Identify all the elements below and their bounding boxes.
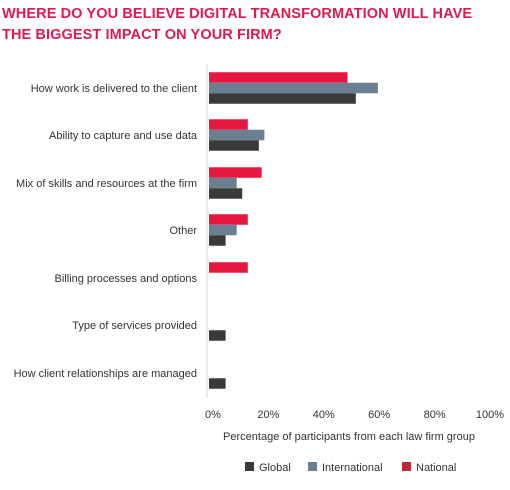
bar-national: [209, 72, 348, 83]
x-tick-label: 40%: [313, 409, 335, 421]
bar-global: [209, 140, 259, 151]
bar-global: [209, 378, 226, 389]
x-tick-label: 60%: [368, 409, 390, 421]
bar-national: [209, 167, 262, 178]
x-axis-label: Percentage of participants from each law…: [223, 431, 475, 443]
bar-international: [209, 224, 237, 236]
x-tick-label: 20%: [257, 409, 279, 421]
category-label: How client relationships are managed: [14, 368, 197, 380]
category-label: Ability to capture and use data: [49, 130, 198, 142]
legend-swatch: [245, 462, 254, 471]
bar-national: [209, 214, 248, 225]
bar-international: [209, 129, 265, 141]
bar-national: [209, 119, 248, 130]
legend-label: International: [322, 462, 383, 474]
bar-global: [209, 93, 356, 104]
legend-swatch: [402, 462, 411, 471]
category-labels: How work is delivered to the client Abili…: [14, 83, 198, 380]
legend-label: Global: [259, 462, 291, 474]
legend: Global International National: [245, 462, 456, 474]
legend-label: National: [416, 462, 456, 474]
category-label: How work is delivered to the client: [31, 83, 197, 95]
category-label: Billing processes and options: [55, 273, 198, 285]
x-tick-label: 0%: [205, 409, 221, 421]
category-label: Type of services provided: [72, 320, 197, 332]
category-label: Mix of skills and resources at the firm: [16, 178, 197, 190]
x-tick-labels: 0% 20% 40% 60% 80% 100%: [205, 409, 504, 421]
bars: [209, 72, 378, 389]
bar-national: [209, 262, 248, 273]
bar-global: [209, 188, 243, 199]
bar-global: [209, 330, 226, 341]
bar-international: [209, 177, 237, 189]
category-label: Other: [169, 225, 197, 237]
bar-international: [209, 82, 378, 94]
x-tick-label: 80%: [424, 409, 446, 421]
chart-title: WHERE DO YOU BELIEVE DIGITAL TRANSFORMAT…: [2, 6, 473, 43]
legend-swatch: [308, 462, 317, 471]
bar-global: [209, 235, 226, 246]
x-tick-label: 100%: [476, 409, 504, 421]
